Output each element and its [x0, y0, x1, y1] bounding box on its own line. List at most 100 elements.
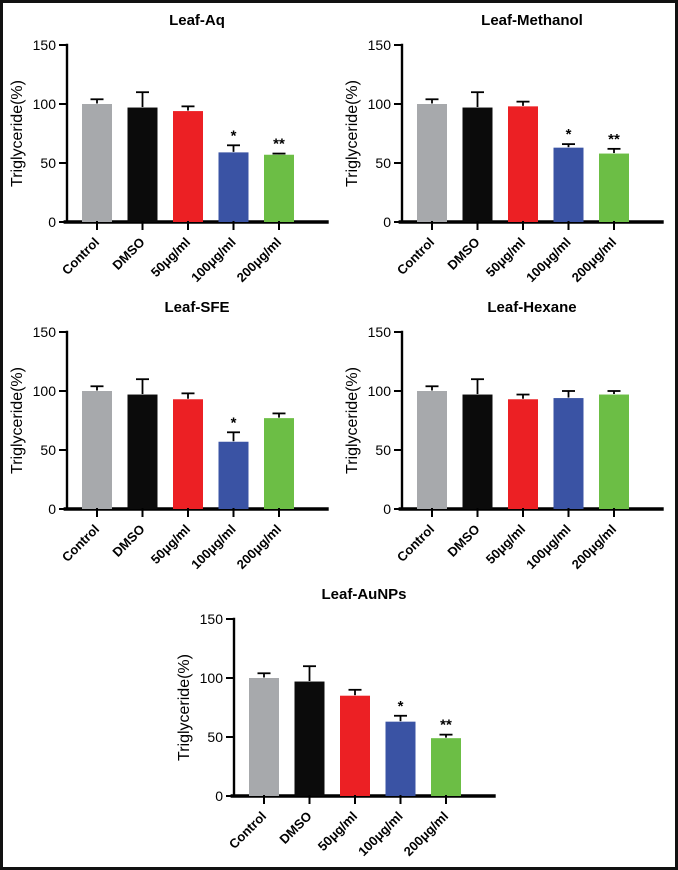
y-tick-label: 100 [368, 96, 392, 112]
x-tick-label: DMSO [444, 522, 482, 560]
bar [508, 106, 538, 222]
y-tick-label: 100 [368, 383, 392, 399]
y-tick-label: 150 [199, 611, 223, 627]
chart-svg: Leaf-AuNPs Triglyceride(%) 0 50 100 150 Contro… [176, 586, 496, 859]
chart-row-3: Leaf-AuNPs Triglyceride(%) 0 50 100 150 Contro… [3, 577, 675, 864]
x-tick-label: DMSO [276, 809, 314, 847]
bar [553, 398, 584, 509]
bar [127, 394, 158, 509]
chart-leaf-sfe: Leaf-SFE Triglyceride(%) 0 50 100 150 Control D… [5, 290, 340, 577]
bar [294, 681, 324, 796]
y-tick-label: 50 [375, 155, 391, 171]
x-tick-label: 100μg/ml [188, 235, 238, 285]
y-tick-label: 150 [368, 324, 392, 340]
x-tick-label: Control [394, 235, 437, 278]
y-tick-label: 50 [40, 442, 56, 458]
bar [417, 104, 447, 222]
x-tick-label: Control [225, 809, 268, 852]
x-tick-label: Control [59, 522, 102, 565]
chart-row-2: Leaf-SFE Triglyceride(%) 0 50 100 150 Control D… [3, 290, 675, 577]
y-tick-label: 50 [375, 442, 391, 458]
bar [82, 104, 112, 222]
x-tick-label: 100μg/ml [188, 522, 238, 572]
chart-leaf-aq: Leaf-Aq Triglyceride(%) 0 50 100 150 Control DM… [5, 3, 340, 290]
bar [599, 153, 629, 222]
y-axis-label: Triglyceride(%) [344, 80, 361, 187]
x-tick-label: 50μg/ml [483, 522, 528, 567]
y-tick-label: 100 [33, 96, 57, 112]
bar [430, 738, 461, 796]
bar [248, 678, 279, 796]
x-tick-label: 100μg/ml [355, 809, 405, 859]
bar [553, 147, 584, 222]
x-tick-label: DMSO [109, 522, 147, 560]
bar [173, 399, 203, 509]
bar [127, 107, 158, 222]
x-tick-label: Control [59, 235, 102, 278]
significance-label: ** [608, 131, 620, 148]
chart-title: Leaf-Hexane [487, 299, 576, 316]
chart-svg: Leaf-Hexane Triglyceride(%) 0 50 100 150 Contr… [344, 299, 664, 572]
y-tick-label: 100 [199, 670, 223, 686]
bar [218, 152, 249, 222]
significance-label: * [566, 126, 572, 143]
y-axis-label: Triglyceride(%) [9, 80, 26, 187]
x-tick-label: 200μg/ml [400, 809, 450, 859]
chart-title: Leaf-AuNPs [321, 586, 406, 603]
significance-label: ** [273, 136, 285, 153]
x-tick-label: Control [394, 522, 437, 565]
y-tick-label: 0 [215, 788, 223, 804]
y-tick-label: 100 [33, 383, 57, 399]
y-axis-label: Triglyceride(%) [9, 367, 26, 474]
bar [339, 695, 370, 796]
bar [462, 394, 493, 509]
chart-row-1: Leaf-Aq Triglyceride(%) 0 50 100 150 Control DM… [3, 3, 675, 290]
y-tick-label: 150 [368, 37, 392, 53]
x-tick-label: 200μg/ml [234, 235, 284, 285]
y-tick-label: 0 [48, 214, 56, 230]
bar [218, 441, 249, 509]
chart-title: Leaf-SFE [164, 299, 229, 316]
x-tick-label: 200μg/ml [569, 522, 619, 572]
y-axis-label: Triglyceride(%) [344, 367, 361, 474]
significance-label: * [231, 414, 237, 431]
chart-svg: Leaf-Aq Triglyceride(%) 0 50 100 150 Control DM… [9, 12, 329, 285]
chart-leaf-hexane: Leaf-Hexane Triglyceride(%) 0 50 100 150 Contr… [340, 290, 675, 577]
y-tick-label: 150 [33, 324, 57, 340]
chart-title: Leaf-Methanol [481, 12, 583, 29]
x-tick-label: 50μg/ml [314, 809, 359, 854]
x-tick-label: 50μg/ml [148, 235, 193, 280]
y-tick-label: 0 [48, 501, 56, 517]
bar [264, 154, 294, 222]
x-tick-label: 50μg/ml [148, 522, 193, 567]
x-tick-label: DMSO [109, 235, 147, 273]
y-tick-label: 150 [33, 37, 57, 53]
chart-leaf-methanol: Leaf-Methanol Triglyceride(%) 0 50 100 150 Con… [340, 3, 675, 290]
x-tick-label: DMSO [444, 235, 482, 273]
x-tick-label: 100μg/ml [523, 235, 573, 285]
bar [599, 394, 629, 509]
bar [264, 418, 294, 509]
bar [173, 111, 203, 222]
y-tick-label: 0 [383, 214, 391, 230]
x-tick-label: 100μg/ml [523, 522, 573, 572]
significance-label: * [397, 698, 403, 715]
y-axis-label: Triglyceride(%) [176, 654, 193, 761]
bar [462, 107, 493, 222]
x-tick-label: 200μg/ml [569, 235, 619, 285]
significance-label: * [231, 127, 237, 144]
y-tick-label: 50 [207, 729, 223, 745]
x-tick-label: 200μg/ml [234, 522, 284, 572]
bar [508, 399, 538, 509]
bar [417, 391, 447, 509]
chart-title: Leaf-Aq [169, 12, 225, 29]
chart-leaf-aunps: Leaf-AuNPs Triglyceride(%) 0 50 100 150 Contro… [172, 577, 507, 864]
bar [82, 391, 112, 509]
chart-svg: Leaf-Methanol Triglyceride(%) 0 50 100 150 Con… [344, 12, 664, 285]
x-tick-label: 50μg/ml [483, 235, 528, 280]
bar [385, 721, 415, 796]
chart-svg: Leaf-SFE Triglyceride(%) 0 50 100 150 Control D… [9, 299, 329, 572]
y-tick-label: 0 [383, 501, 391, 517]
y-tick-label: 50 [40, 155, 56, 171]
